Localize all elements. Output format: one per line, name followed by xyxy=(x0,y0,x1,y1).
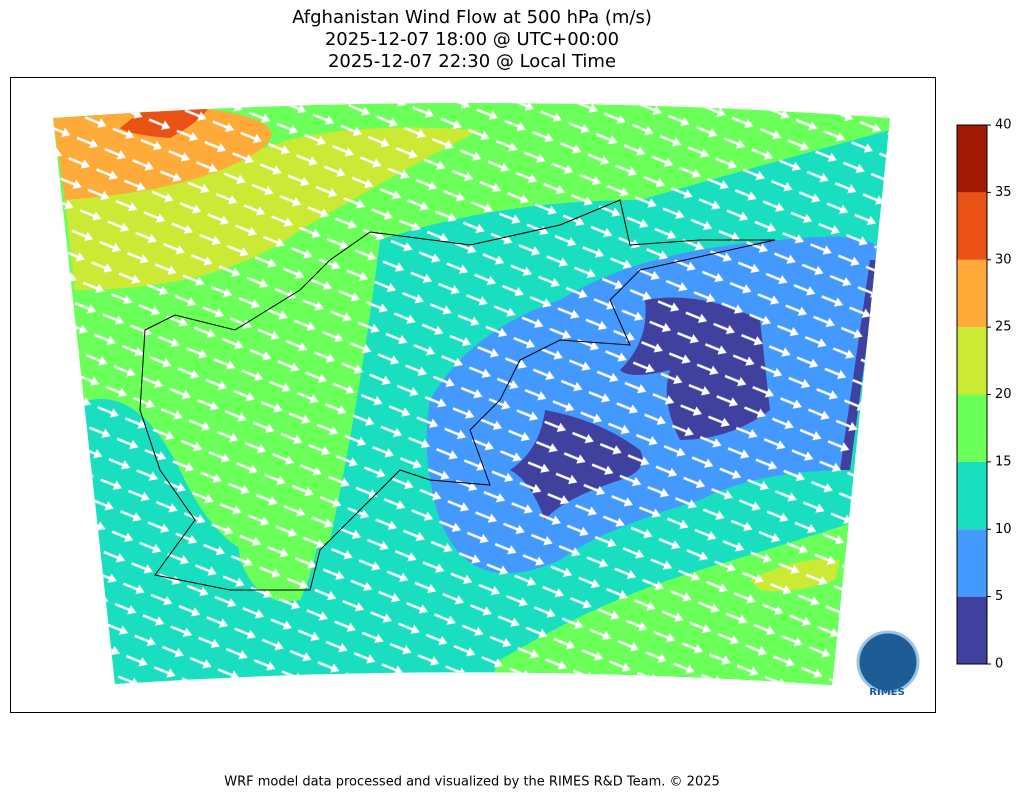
colorbar-band xyxy=(957,596,987,664)
colorbar-band xyxy=(957,125,987,193)
colorbar-tick-label: 35 xyxy=(995,185,1012,200)
colorbar-tick-label: 30 xyxy=(995,252,1012,267)
title-line: 2025-12-07 22:30 @ Local Time xyxy=(328,51,616,72)
colorbar-tick-label: 0 xyxy=(995,657,1003,672)
country-border xyxy=(139,199,776,591)
colorbar-tick-label: 15 xyxy=(995,454,1012,469)
colorbar-band xyxy=(957,394,987,462)
wind-arrows xyxy=(53,103,890,685)
colorbar-band xyxy=(957,259,987,328)
title-line: Afghanistan Wind Flow at 500 hPa (m/s) xyxy=(292,7,652,28)
logo-mark xyxy=(856,630,920,694)
colorbar-band xyxy=(957,327,987,395)
colorbar-tick-label: 5 xyxy=(995,589,1003,604)
map-frame xyxy=(10,77,936,713)
colorbar-band xyxy=(957,461,987,530)
colorbar: 0 5 10 15 20 25 30 35 40 xyxy=(956,118,1012,672)
colorbar-tick-label: 20 xyxy=(995,387,1012,402)
colorbar-band xyxy=(957,192,987,260)
colorbar-tick-label: 40 xyxy=(995,118,1012,133)
wind-field xyxy=(53,103,890,685)
footer: WRF model data processed and visualized … xyxy=(224,775,720,790)
colorbar-tick-label: 10 xyxy=(995,522,1012,537)
logo-text: RIMES xyxy=(869,687,904,698)
colorbar-tick-label: 25 xyxy=(995,320,1012,335)
title-line: 2025-12-07 18:00 @ UTC+00:00 xyxy=(325,29,619,50)
colorbar-band xyxy=(957,529,987,597)
